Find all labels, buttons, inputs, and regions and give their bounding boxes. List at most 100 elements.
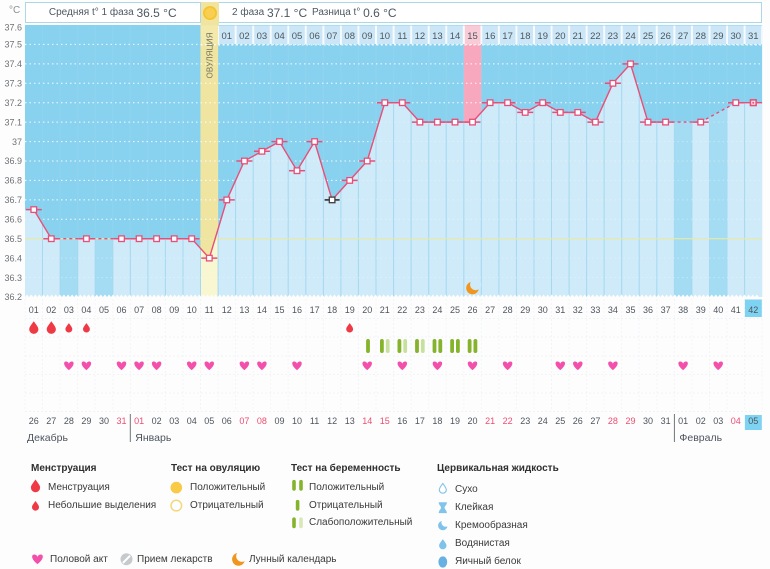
svg-text:25: 25: [450, 305, 460, 315]
svg-text:32: 32: [573, 305, 583, 315]
svg-text:37.4: 37.4: [4, 59, 22, 69]
svg-text:36.2: 36.2: [4, 292, 22, 302]
svg-text:31: 31: [661, 416, 671, 426]
svg-text:29: 29: [81, 416, 91, 426]
svg-text:24: 24: [625, 31, 636, 42]
svg-text:26: 26: [467, 305, 477, 315]
svg-text:34: 34: [608, 305, 618, 315]
svg-text:36.4: 36.4: [4, 253, 22, 263]
svg-text:09: 09: [362, 31, 373, 42]
svg-text:02: 02: [152, 416, 162, 426]
svg-text:23: 23: [415, 305, 425, 315]
svg-text:11: 11: [205, 305, 214, 315]
svg-text:09: 09: [169, 305, 179, 315]
svg-text:02: 02: [239, 31, 250, 42]
svg-text:18: 18: [520, 31, 531, 42]
svg-text:08: 08: [257, 416, 267, 426]
svg-text:02: 02: [696, 416, 706, 426]
svg-text:21: 21: [380, 305, 390, 315]
svg-text:07: 07: [134, 305, 144, 315]
svg-text:23: 23: [520, 416, 530, 426]
svg-text:01: 01: [678, 416, 688, 426]
svg-text:22: 22: [590, 31, 601, 42]
svg-text:37: 37: [661, 305, 671, 315]
svg-text:28: 28: [608, 416, 618, 426]
svg-text:18: 18: [327, 305, 337, 315]
svg-text:19: 19: [345, 305, 355, 315]
svg-text:16: 16: [485, 31, 496, 42]
svg-text:37.6: 37.6: [4, 23, 22, 33]
svg-text:13: 13: [239, 305, 249, 315]
svg-text:05: 05: [748, 416, 758, 426]
svg-text:19: 19: [450, 416, 460, 426]
svg-text:04: 04: [187, 416, 197, 426]
svg-text:40: 40: [713, 305, 723, 315]
svg-text:25: 25: [643, 31, 654, 42]
svg-text:01: 01: [222, 31, 233, 42]
svg-text:38: 38: [678, 305, 688, 315]
svg-text:03: 03: [713, 416, 723, 426]
svg-text:08: 08: [152, 305, 162, 315]
svg-text:42: 42: [748, 305, 758, 315]
svg-text:29: 29: [713, 31, 724, 42]
svg-text:20: 20: [555, 31, 566, 42]
svg-text:27: 27: [485, 305, 495, 315]
svg-text:36.9: 36.9: [4, 156, 22, 166]
svg-text:11: 11: [310, 416, 319, 426]
svg-text:28: 28: [695, 31, 706, 42]
svg-text:13: 13: [345, 416, 355, 426]
svg-text:41: 41: [731, 305, 741, 315]
svg-text:24: 24: [538, 416, 548, 426]
svg-text:05: 05: [292, 31, 303, 42]
svg-text:25: 25: [555, 416, 565, 426]
svg-text:10: 10: [187, 305, 197, 315]
svg-text:22: 22: [503, 416, 513, 426]
svg-text:08: 08: [344, 31, 355, 42]
svg-text:07: 07: [327, 31, 338, 42]
svg-text:35: 35: [625, 305, 635, 315]
svg-text:36.3: 36.3: [4, 273, 22, 283]
svg-text:36: 36: [643, 305, 653, 315]
svg-text:39: 39: [696, 305, 706, 315]
svg-text:16: 16: [397, 416, 407, 426]
svg-text:14: 14: [257, 305, 267, 315]
svg-text:36.7: 36.7: [4, 195, 22, 205]
svg-text:04: 04: [274, 31, 285, 42]
svg-text:10: 10: [380, 31, 391, 42]
svg-text:26: 26: [573, 416, 583, 426]
svg-text:15: 15: [380, 416, 390, 426]
svg-text:Декабрь: Декабрь: [27, 432, 68, 444]
svg-text:22: 22: [397, 305, 407, 315]
svg-text:Январь: Январь: [135, 432, 172, 444]
svg-text:17: 17: [502, 31, 513, 42]
svg-text:20: 20: [467, 416, 477, 426]
svg-text:17: 17: [415, 416, 425, 426]
svg-text:37.5: 37.5: [4, 40, 22, 50]
svg-text:04: 04: [81, 305, 91, 315]
svg-text:28: 28: [64, 416, 74, 426]
svg-text:27: 27: [590, 416, 600, 426]
svg-text:29: 29: [625, 416, 635, 426]
svg-text:01: 01: [134, 416, 144, 426]
svg-text:09: 09: [274, 416, 284, 426]
svg-text:°C: °C: [9, 5, 20, 16]
svg-text:26: 26: [29, 416, 39, 426]
svg-text:31: 31: [555, 305, 565, 315]
svg-text:37.1: 37.1: [4, 117, 22, 127]
svg-text:Февраль: Февраль: [679, 432, 722, 444]
svg-text:06: 06: [116, 305, 126, 315]
svg-text:14: 14: [362, 416, 372, 426]
svg-text:07: 07: [239, 416, 249, 426]
svg-text:12: 12: [415, 31, 426, 42]
svg-text:05: 05: [99, 305, 109, 315]
svg-text:28: 28: [503, 305, 513, 315]
svg-text:33: 33: [590, 305, 600, 315]
svg-text:17: 17: [310, 305, 320, 315]
svg-text:31: 31: [116, 416, 126, 426]
svg-text:36.6: 36.6: [4, 215, 22, 225]
svg-text:03: 03: [64, 305, 74, 315]
svg-text:36.5: 36.5: [4, 234, 22, 244]
svg-text:20: 20: [362, 305, 372, 315]
svg-text:21: 21: [573, 31, 584, 42]
svg-text:06: 06: [222, 416, 232, 426]
